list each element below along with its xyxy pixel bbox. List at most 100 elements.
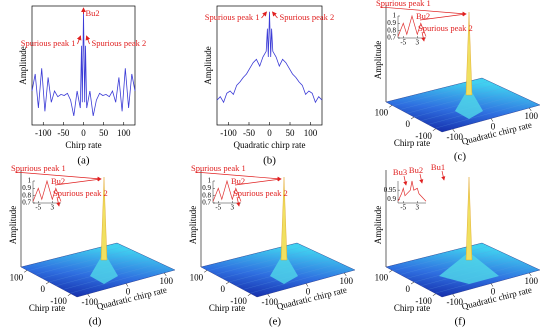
z-axis-label: Amplitude [373,41,383,80]
x-tick-label: 100 [304,128,318,138]
inset-y-tick-label: 0.8 [202,191,211,199]
mesh-line [221,252,319,279]
y-axis-label: Amplitude [203,46,213,85]
panel-label: (a) [77,155,90,167]
inset-y-tick-label: 0.95 [384,186,397,194]
x-axis-label: Quadratic chirp rate [234,140,306,150]
annotation-arrow [403,175,408,186]
inset-y-tick-label: 1 [393,12,397,20]
y-tick [267,293,270,298]
x-tick-label: -100 [220,128,237,138]
y-tick [490,283,494,287]
annotation: Spurious peak 1 [376,0,431,8]
annotation-arrow [76,35,82,45]
mesh-line [249,266,348,294]
annotation: Bu3 [393,167,407,177]
x-tick [67,293,72,296]
annotation: Spurious peak 2 [92,38,147,48]
inset-y-tick-label: 0.9 [202,184,211,192]
mesh-line [399,84,497,110]
z-axis-label: Amplitude [373,206,383,245]
inset-y-tick-label: 0.9 [22,184,31,192]
y-tick-label: 0 [491,287,496,297]
inset-x-tick-label: -5 [35,204,41,212]
x-tick-label: -50 [57,128,69,138]
annotation-arrow [234,177,282,186]
mesh-line [392,81,490,106]
annotation: Spurious peak 2 [233,188,288,198]
mesh-line [69,266,168,294]
annotation: Bu1 [431,162,445,172]
surface-hill [455,87,483,119]
x-tick [388,270,393,273]
inset-y-tick-label: 0.7 [387,34,396,42]
panel-label: (e) [269,316,282,328]
annotation-arrow [441,170,446,181]
surface-hill [439,252,499,284]
y-tick [87,293,90,298]
inset-y-tick-label: 0.8 [22,191,31,199]
annotation: Spurious peak 1 [21,38,76,48]
y-tick-label: -100 [446,297,463,307]
surface-hill [90,252,118,284]
z-axis-label: Amplitude [8,206,18,245]
x-tick [432,128,437,131]
surface-peak [465,11,473,96]
inset-line [397,180,427,202]
surface-hill [270,252,298,284]
x-tick [410,116,415,120]
annotation: Bu2 [231,176,245,186]
y-tick-label: 0 [126,287,131,297]
mesh-line [392,246,490,271]
annotation: Bu2 [409,165,423,175]
x-tick-label: 100 [375,272,389,282]
y-tick-label: 100 [525,111,539,121]
x-tick-label: 0 [81,128,86,138]
annotation-arrow [419,12,467,21]
x-tick-label: 50 [99,128,109,138]
y-axis-label: Amplitude [18,46,28,85]
x-tick-label: -50 [243,128,255,138]
panel-label: (c) [454,151,467,163]
annotation-arrow [271,11,278,19]
x-tick-label: 100 [10,272,24,282]
x-axis-label: Chirp rate [394,303,430,313]
x-axis-label: Chirp rate [209,303,245,313]
inset-y-tick-label: 0.9 [387,19,396,27]
panel-label: (b) [263,155,276,167]
y-tick [125,283,129,287]
y-tick [305,283,309,287]
x-tick-label: 0 [406,119,411,129]
x-tick [388,105,393,108]
y-tick [452,128,455,133]
annotation-arrow [56,196,61,207]
inset-y-tick-label: 0.7 [202,199,211,207]
annotation-arrow [379,6,467,16]
x-tick-label: 100 [117,128,131,138]
x-tick-label: 0 [267,128,272,138]
y-tick [164,272,167,277]
x-tick [225,281,230,285]
annotation: Spurious peak 1 [11,163,66,173]
annotation-arrow [85,35,91,45]
annotation-arrow [236,196,241,207]
annotation: Spurious peak 1 [191,163,246,173]
y-tick-label: -100 [446,132,463,142]
z-axis-label: Amplitude [188,206,198,245]
x-tick-label: 0 [406,284,411,294]
annotation: Bu2 [86,8,100,18]
x-axis-label: Chirp rate [65,140,101,150]
y-tick-label: 0 [491,122,496,132]
surface-peak [465,176,473,261]
inset-y-tick-label: 0.8 [387,26,396,34]
x-tick-label: -100 [50,296,67,306]
y-tick [529,272,532,277]
y-tick-label: -100 [261,297,278,307]
surface-peak [100,176,108,261]
inset-y-tick-label: 0.7 [22,199,31,207]
y-tick [529,107,532,112]
inset-line [32,179,62,202]
mesh-line [214,249,312,275]
y-tick [452,293,455,298]
